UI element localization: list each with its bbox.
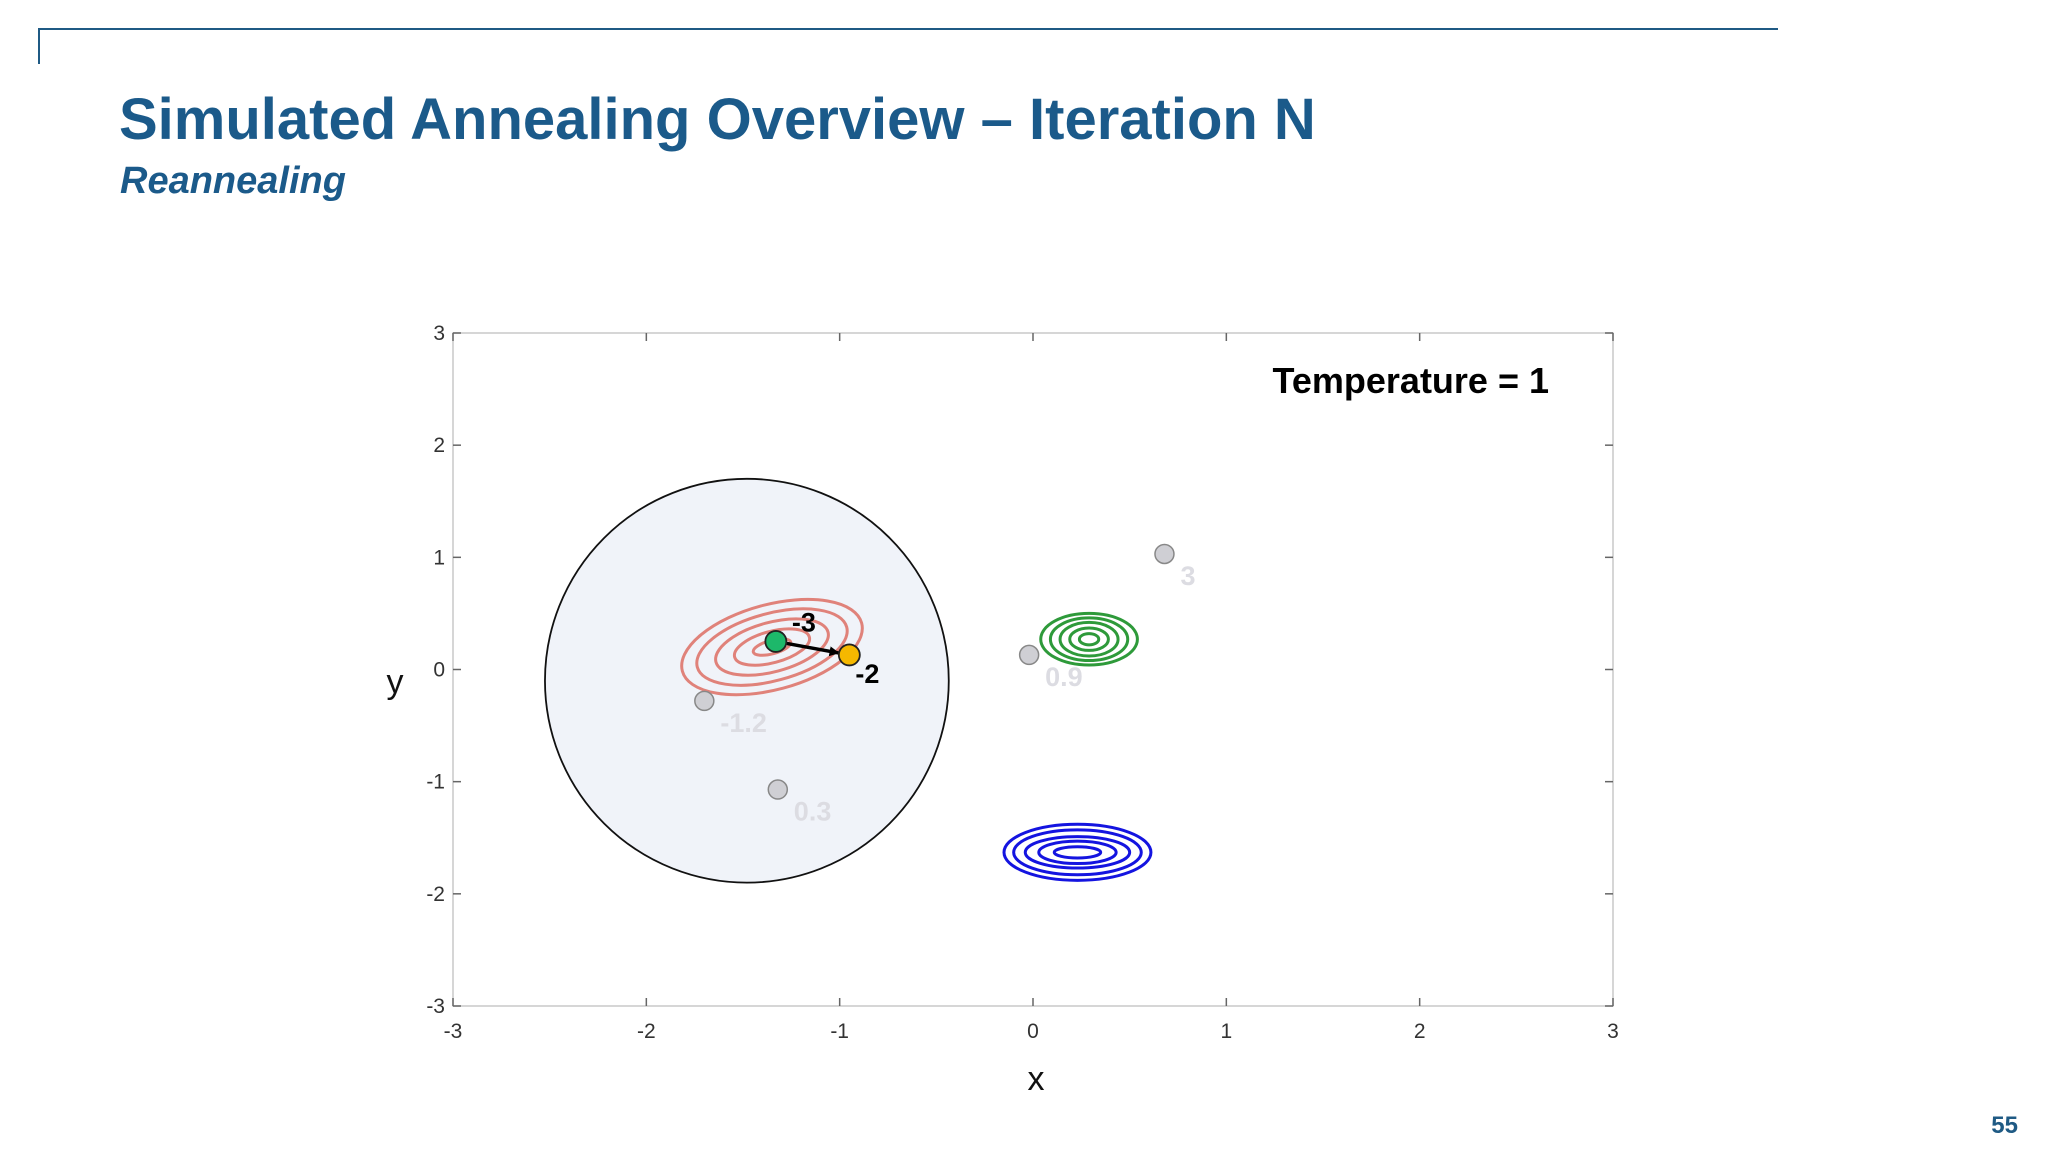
x-tick-label: 2	[1414, 1020, 1426, 1043]
past-point-label: 0.9	[1045, 662, 1083, 692]
y-tick-label: -2	[426, 883, 445, 906]
y-tick-label: -3	[426, 995, 445, 1018]
x-tick-label: -2	[637, 1020, 656, 1043]
contour-red-ring-2	[732, 627, 812, 667]
contour-blue-ring-3	[1023, 835, 1132, 870]
x-tick-label: 1	[1220, 1020, 1232, 1043]
contour-green-ring-2	[1068, 626, 1110, 652]
past-point	[1018, 644, 1040, 666]
current-point-label: -3	[792, 607, 816, 637]
contour-red-ring-3	[714, 617, 830, 677]
temperature-annotation: Temperature = 1	[1273, 360, 1549, 401]
x-tick-label: -1	[830, 1020, 849, 1043]
past-point-label: 3	[1180, 561, 1195, 591]
top-rule-vertical	[38, 28, 40, 64]
y-tick-label: 3	[433, 322, 445, 345]
page-number: 55	[1991, 1112, 2018, 1139]
contour-blue-ring-4	[1012, 828, 1143, 877]
contour-green-ring-1	[1077, 632, 1101, 647]
x-axis-label: x	[1028, 1060, 1045, 1098]
contour-red-ring-5	[680, 597, 864, 697]
contour-green-ring-4	[1048, 616, 1130, 663]
past-point	[767, 779, 789, 800]
slide-subtitle: Reannealing	[120, 160, 346, 202]
contour-blue-ring-2	[1037, 839, 1118, 866]
contour-blue-ring-5	[1002, 822, 1153, 882]
neighborhood-circle	[544, 477, 950, 884]
top-rule	[38, 28, 1778, 30]
contour-red-ring-4	[695, 607, 849, 687]
candidate-point-label: -2	[855, 659, 879, 689]
y-tick-label: 2	[433, 434, 445, 457]
y-tick-label: 1	[433, 546, 445, 569]
contour-green-ring-5	[1039, 611, 1139, 667]
current-point	[764, 630, 788, 653]
y-tick-label: 0	[433, 659, 445, 682]
slide-title: Simulated Annealing Overview – Iteration…	[119, 87, 1316, 152]
candidate-point	[837, 643, 861, 667]
y-tick-label: -1	[426, 771, 445, 794]
y-axis-label: y	[387, 663, 404, 701]
x-tick-label: 0	[1027, 1020, 1039, 1043]
past-point-label: -1.2	[720, 708, 767, 738]
past-point	[1154, 543, 1175, 565]
past-point-label: 0.3	[794, 797, 832, 827]
x-tick-label: -3	[444, 1020, 463, 1043]
contour-green-ring-3	[1058, 620, 1120, 658]
x-tick-label: 3	[1607, 1020, 1619, 1043]
contour-blue-ring-1	[1052, 845, 1103, 860]
past-point	[694, 690, 715, 712]
